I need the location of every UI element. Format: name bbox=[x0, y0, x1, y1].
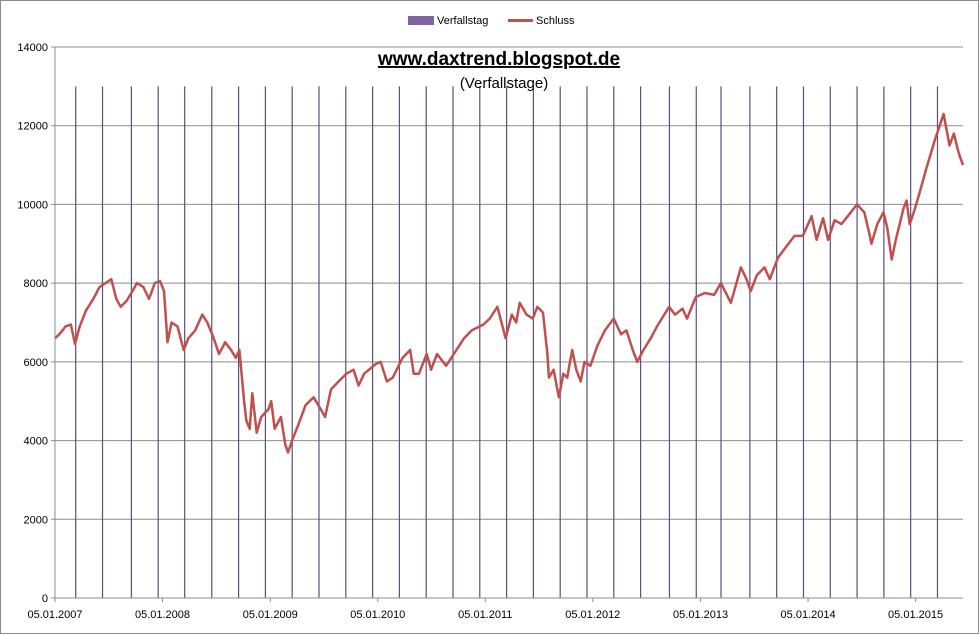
verfallstag-bar-23 bbox=[695, 86, 697, 598]
x-tick-label: 05.01.2011 bbox=[458, 609, 512, 621]
chart-subtitle: (Verfallstage) bbox=[460, 75, 548, 92]
verfallstag-bar-14 bbox=[452, 86, 454, 598]
verfallstag-bar-19 bbox=[586, 86, 588, 598]
verfallstag-bar-16 bbox=[505, 86, 508, 598]
verfallstag-bar-31 bbox=[910, 86, 912, 598]
verfallstag-bar-10 bbox=[345, 86, 347, 598]
verfallstag-bar-27 bbox=[802, 86, 805, 598]
x-tick-label: 05.01.2012 bbox=[565, 609, 620, 621]
verfallstag-bar-7 bbox=[264, 86, 266, 598]
verfallstag-bar-3 bbox=[157, 86, 159, 598]
gridlines bbox=[55, 46, 963, 520]
verfallstag-bar-17 bbox=[532, 86, 534, 598]
verfallstag-bar-24 bbox=[720, 86, 722, 598]
verfallstag-bar-2 bbox=[130, 86, 132, 598]
y-tick-label: 12000 bbox=[17, 121, 48, 133]
legend-label-verfallstag: Verfallstag bbox=[437, 15, 488, 27]
x-tick-label: 05.01.2010 bbox=[350, 609, 405, 621]
verfallstag-bar-5 bbox=[211, 86, 213, 598]
x-tick-label: 05.01.2013 bbox=[673, 609, 728, 621]
verfallstag-bar-13 bbox=[425, 86, 427, 598]
verfallstag-bar-9 bbox=[318, 86, 320, 598]
chart-title: www.daxtrend.blogspot.de bbox=[377, 49, 620, 70]
verfallstag-bar-26 bbox=[776, 86, 778, 598]
x-tick-label: 05.01.2007 bbox=[27, 609, 82, 621]
verfallstag-bar-28 bbox=[829, 86, 831, 598]
y-tick-label: 8000 bbox=[24, 278, 48, 290]
verfallstag-bar-18 bbox=[559, 86, 561, 598]
y-tick-label: 2000 bbox=[24, 514, 48, 526]
x-tick-label: 05.01.2014 bbox=[781, 609, 836, 621]
verfallstag-bar-29 bbox=[856, 86, 858, 598]
verfallstag-bar-25 bbox=[749, 86, 751, 598]
verfallstag-bar-4 bbox=[184, 86, 186, 598]
verfallstag-bar-30 bbox=[883, 86, 885, 598]
x-axis-ticks: 05.01.2007 05.01.2008 05.01.2009 05.01.2010… bbox=[27, 598, 943, 621]
verfallstag-bar-8 bbox=[291, 86, 293, 598]
verfallstag-series bbox=[75, 86, 939, 598]
legend-label-schluss: Schluss bbox=[536, 15, 575, 27]
y-tick-label: 4000 bbox=[24, 436, 48, 448]
y-tick-label: 10000 bbox=[17, 199, 48, 211]
verfallstag-bar-22 bbox=[668, 86, 671, 598]
y-tick-label: 0 bbox=[42, 593, 48, 605]
axes bbox=[54, 47, 963, 599]
verfallstag-bar-32 bbox=[936, 86, 939, 598]
verfallstag-bar-11 bbox=[371, 86, 374, 598]
verfallstag-bar-12 bbox=[398, 86, 400, 598]
verfallstag-bar-1 bbox=[101, 86, 104, 598]
schluss-series bbox=[54, 112, 965, 454]
verfallstag-bar-15 bbox=[479, 86, 481, 598]
verfallstag-bar-20 bbox=[613, 86, 615, 598]
x-tick-label: 05.01.2015 bbox=[888, 609, 943, 621]
y-axis-ticks: 0 2000 4000 6000 8000 10000 12000 14000 bbox=[17, 42, 55, 605]
x-tick-label: 05.01.2008 bbox=[135, 609, 190, 621]
verfallstag-bar-6 bbox=[237, 86, 240, 598]
legend-swatch-verfallstag bbox=[408, 16, 434, 25]
legend: Verfallstag Schluss bbox=[408, 15, 575, 27]
schluss-line bbox=[54, 112, 965, 454]
y-tick-label: 6000 bbox=[24, 357, 48, 369]
verfallstag-bar-21 bbox=[640, 86, 642, 598]
x-tick-label: 05.01.2009 bbox=[243, 609, 298, 621]
y-tick-label: 14000 bbox=[17, 42, 48, 54]
